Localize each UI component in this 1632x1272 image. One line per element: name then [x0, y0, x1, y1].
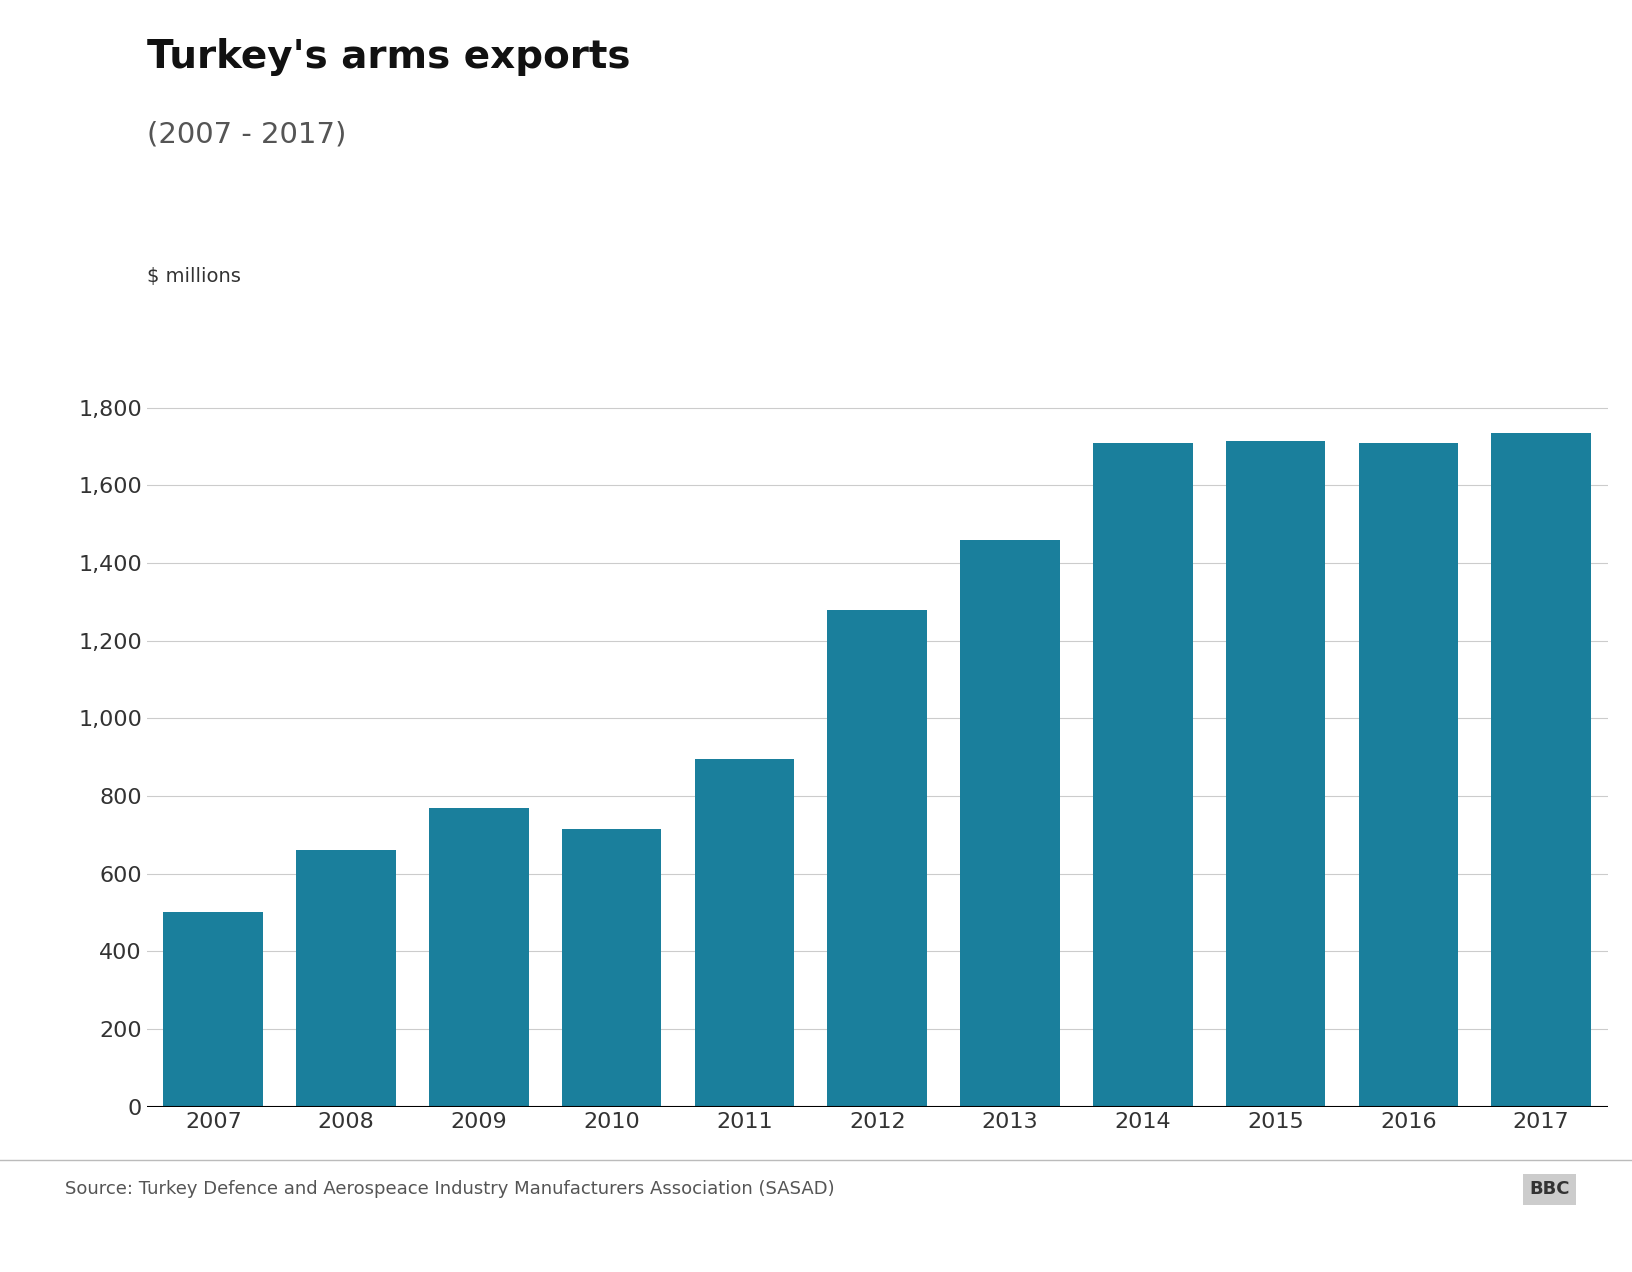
Bar [1093, 443, 1193, 1107]
Bar [1226, 440, 1325, 1107]
Bar [1358, 443, 1457, 1107]
Text: Turkey's arms exports: Turkey's arms exports [147, 38, 630, 76]
Bar [561, 829, 661, 1107]
Bar [1492, 432, 1591, 1107]
Bar [429, 808, 529, 1107]
Text: $ millions: $ millions [147, 267, 242, 286]
Text: (2007 - 2017): (2007 - 2017) [147, 121, 346, 149]
Bar [163, 912, 263, 1107]
Text: BBC: BBC [1529, 1180, 1570, 1198]
Bar [960, 539, 1059, 1107]
Bar [827, 609, 927, 1107]
Bar [297, 851, 397, 1107]
Bar [695, 759, 795, 1107]
Text: Source: Turkey Defence and Aerospeace Industry Manufacturers Association (SASAD): Source: Turkey Defence and Aerospeace In… [65, 1180, 836, 1198]
